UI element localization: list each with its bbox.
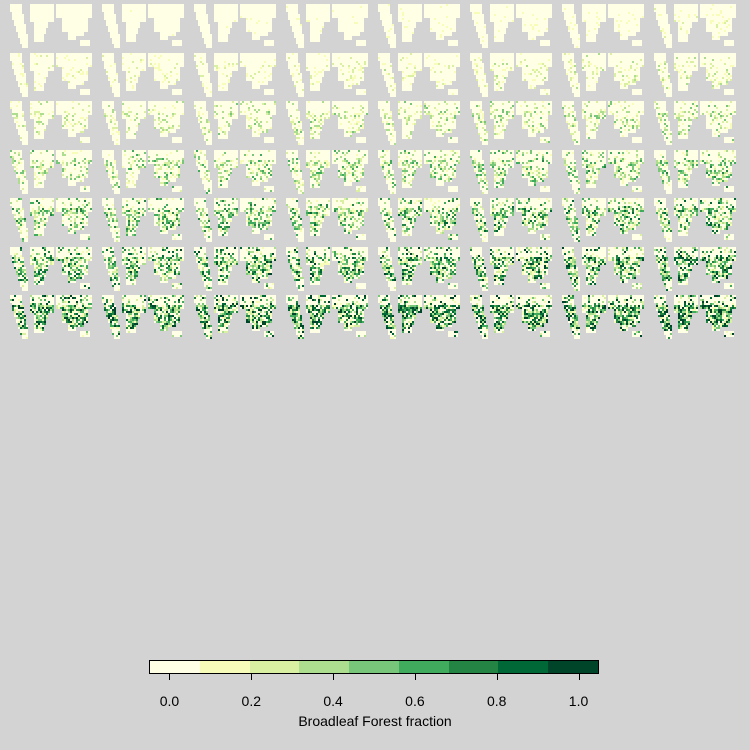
forest-fraction-map: [284, 4, 368, 48]
forest-fraction-map: [192, 149, 276, 194]
forest-fraction-map: [468, 149, 552, 194]
colorbar-tick-label: 0.2: [231, 693, 271, 709]
colorbar-swatch: [349, 661, 399, 673]
forest-fraction-map: [192, 101, 276, 145]
forest-fraction-map: [100, 149, 184, 194]
forest-fraction-map: [284, 101, 368, 145]
map-panel-grid: [8, 4, 736, 339]
forest-fraction-map: [468, 52, 552, 97]
forest-fraction-map: [468, 295, 552, 339]
colorbar-swatch: [150, 661, 200, 673]
forest-fraction-map: [468, 198, 552, 242]
forest-fraction-map: [560, 4, 644, 48]
forest-fraction-map: [192, 198, 276, 242]
colorbar-tick-label: 0.8: [477, 693, 517, 709]
forest-fraction-map: [8, 295, 92, 339]
forest-fraction-map: [284, 149, 368, 194]
forest-fraction-map: [284, 295, 368, 339]
colorbar-tick-label: 0.0: [149, 693, 189, 709]
forest-fraction-map: [192, 4, 276, 48]
forest-fraction-map: [100, 295, 184, 339]
colorbar-swatch: [249, 661, 300, 673]
colorbar-tick: [578, 674, 580, 680]
forest-fraction-map: [192, 295, 276, 339]
forest-fraction-map: [376, 295, 460, 339]
forest-fraction-map: [376, 52, 460, 97]
colorbar-legend: 0.0 0.2 0.4 0.6 0.8 1.0 Broadleaf Forest frac…: [0, 650, 750, 750]
forest-fraction-map: [376, 101, 460, 145]
forest-fraction-map: [192, 246, 276, 291]
forest-fraction-map: [100, 4, 184, 48]
forest-fraction-map: [192, 52, 276, 97]
forest-fraction-map: [100, 246, 184, 291]
colorbar-tick: [333, 674, 335, 680]
forest-fraction-map: [8, 149, 92, 194]
forest-fraction-map: [284, 246, 368, 291]
forest-fraction-map: [652, 52, 736, 97]
forest-fraction-map: [468, 101, 552, 145]
forest-fraction-map: [100, 52, 184, 97]
forest-fraction-map: [8, 246, 92, 291]
forest-fraction-map: [652, 4, 736, 48]
colorbar-tick: [414, 674, 416, 680]
forest-fraction-map: [652, 149, 736, 194]
colorbar-swatch: [548, 661, 599, 673]
colorbar-swatch: [199, 661, 250, 673]
forest-fraction-map: [8, 101, 92, 145]
forest-fraction-map: [652, 101, 736, 145]
colorbar-swatch: [448, 661, 499, 673]
forest-fraction-map: [376, 198, 460, 242]
forest-fraction-map: [468, 4, 552, 48]
forest-fraction-map: [376, 4, 460, 48]
forest-fraction-map: [8, 4, 92, 48]
forest-fraction-map: [284, 198, 368, 242]
colorbar-tick: [169, 674, 171, 680]
forest-fraction-map: [376, 246, 460, 291]
forest-fraction-map: [652, 295, 736, 339]
colorbar-swatch: [299, 661, 350, 673]
colorbar-tick-label: 1.0: [559, 693, 599, 709]
forest-fraction-map: [652, 246, 736, 291]
forest-fraction-map: [100, 101, 184, 145]
forest-fraction-map: [560, 295, 644, 339]
forest-fraction-map: [8, 198, 92, 242]
forest-fraction-map: [8, 52, 92, 97]
forest-fraction-map: [652, 198, 736, 242]
forest-fraction-map: [560, 101, 644, 145]
colorbar-tick-label: 0.4: [313, 693, 353, 709]
forest-fraction-map: [560, 198, 644, 242]
forest-fraction-map: [100, 198, 184, 242]
colorbar-tick-label: 0.6: [395, 693, 435, 709]
forest-fraction-map: [468, 246, 552, 291]
colorbar-swatch: [498, 661, 549, 673]
colorbar-tick: [251, 674, 253, 680]
colorbar: [149, 660, 599, 674]
legend-title: Broadleaf Forest fraction: [0, 713, 750, 729]
colorbar-tick: [496, 674, 498, 680]
forest-fraction-map: [284, 52, 368, 97]
forest-fraction-map: [376, 149, 460, 194]
colorbar-swatch: [398, 661, 449, 673]
forest-fraction-map: [560, 52, 644, 97]
forest-fraction-map: [560, 149, 644, 194]
forest-fraction-map: [560, 246, 644, 291]
